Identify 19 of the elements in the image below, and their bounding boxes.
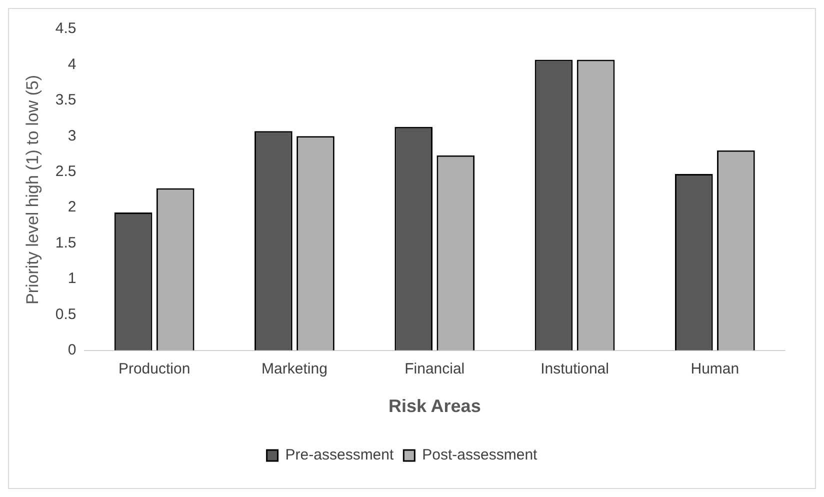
x-axis-title: Risk Areas [388, 396, 481, 416]
x-tick-label: Financial [404, 360, 465, 378]
y-tick-label: 0 [68, 342, 76, 359]
x-tick-label: Marketing [262, 360, 328, 378]
y-tick-label: 0.5 [55, 306, 76, 323]
y-tick-label: 1.5 [55, 234, 76, 252]
x-tick-label: Instutional [540, 360, 609, 378]
x-tick-label: Production [118, 360, 190, 378]
y-tick-label: 4.5 [55, 20, 76, 38]
y-tick-label: 3 [68, 127, 76, 144]
x-tick-label: Human [690, 360, 740, 378]
legend-label: Pre-assessment [285, 446, 394, 464]
y-tick-label: 3.5 [55, 92, 76, 109]
y-tick-label: 4 [68, 56, 76, 73]
y-tick-label: 2 [68, 198, 76, 216]
y-tick-label: 2.5 [55, 162, 76, 180]
legend-label: Post-assessment [422, 446, 538, 464]
y-axis-title: Priority level high (1) to low (5) [22, 74, 42, 304]
y-tick-label: 1 [68, 270, 76, 288]
